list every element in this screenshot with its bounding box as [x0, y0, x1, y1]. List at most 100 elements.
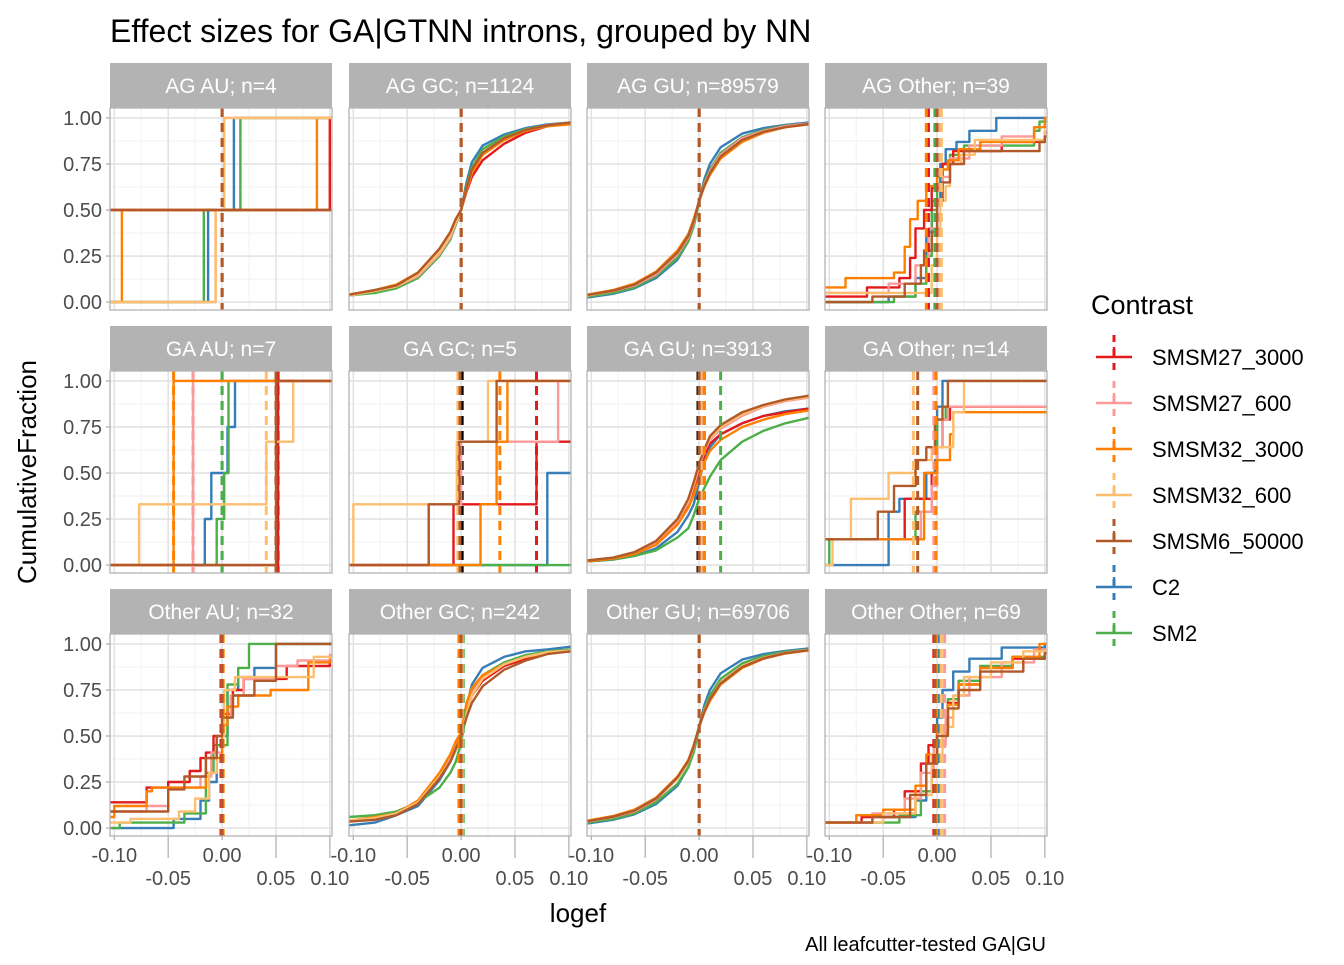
panel-border	[586, 370, 810, 574]
panel-border	[109, 633, 333, 837]
panel-border	[348, 370, 572, 574]
panel-border	[586, 107, 810, 311]
facet-panel: Other GU; n=69706 -0.10 -0.05 0.00 0.05 0.10	[569, 589, 826, 890]
legend-label: SMSM32_3000	[1152, 437, 1304, 462]
y-tick-label: 1.00	[63, 634, 102, 656]
legend-label: SMSM6_50000	[1152, 529, 1304, 554]
facet-strip	[349, 326, 571, 371]
y-tick-label: 0.25	[63, 772, 102, 794]
panel-border	[824, 107, 1048, 311]
panel-series	[825, 108, 1047, 310]
ecdf-line-smsm6-50000	[110, 642, 332, 813]
facet-panel: GA GU; n=3913	[586, 326, 810, 574]
x-tick-label: 0.10	[787, 868, 826, 890]
y-tick-label: 0.75	[63, 154, 102, 176]
facet-strip-label: GA AU; n=7	[166, 338, 276, 361]
x-tick-label: 0.10	[1025, 868, 1064, 890]
y-tick-label: 0.50	[63, 463, 102, 485]
y-tick-label: 1.00	[63, 371, 102, 393]
facet-strip	[110, 326, 332, 371]
x-tick-label: -0.10	[331, 845, 377, 867]
chart-title: Effect sizes for GA|GTNN introns, groupe…	[110, 13, 811, 49]
facet-strip-label: Other GC; n=242	[380, 601, 541, 624]
facet-strip	[587, 326, 809, 371]
legend-label: C2	[1152, 575, 1180, 600]
chart-caption: All leafcutter-tested GA|GU	[805, 934, 1046, 956]
ecdf-line-sm2	[110, 379, 332, 567]
ecdf-line-smsm6-50000	[349, 650, 571, 823]
ecdf-line-smsm6-50000	[349, 121, 571, 296]
facet-strip	[349, 589, 571, 634]
panel-series	[825, 371, 1047, 573]
facet-panel: AG GU; n=89579	[586, 63, 810, 311]
y-tick-label: 0.50	[63, 200, 102, 222]
x-tick-label: 0.05	[495, 868, 534, 890]
x-tick-label: 0.00	[680, 845, 719, 867]
panel-series	[825, 634, 1047, 836]
ecdf-line-smsm32-600	[349, 379, 571, 567]
facet-strip	[825, 63, 1047, 108]
x-tick-label: -0.05	[384, 868, 430, 890]
ecdf-line-smsm6-50000	[110, 208, 332, 212]
y-tick-label: 0.25	[63, 246, 102, 268]
facet-strip-label: AG AU; n=4	[165, 75, 277, 98]
panel-series	[349, 634, 571, 836]
x-axis-title: logef	[550, 898, 607, 928]
panel-series	[349, 371, 571, 573]
legend-item: SMSM27_3000	[1096, 335, 1304, 377]
facet-strip-label: Other Other; n=69	[851, 601, 1021, 624]
facet-strip	[110, 589, 332, 634]
panel-border	[824, 370, 1048, 574]
facet-panel: Other GC; n=242 -0.10 -0.05 0.00 0.05 0.10	[331, 589, 588, 890]
facet-strip-label: GA GC; n=5	[403, 338, 517, 361]
legend-label: SM2	[1152, 621, 1197, 646]
facet-strip	[110, 63, 332, 108]
facet-panel: GA AU; n=7 0.00 0.25 0.50 0.75 1.00	[63, 326, 333, 577]
panel-border	[586, 633, 810, 837]
y-tick-label: 0.00	[63, 818, 102, 840]
ecdf-line-smsm32-600	[110, 655, 332, 824]
facet-strip	[825, 589, 1047, 634]
facet-strip-label: AG GC; n=1124	[386, 75, 535, 98]
facet-strip-label: AG GU; n=89579	[617, 75, 779, 98]
legend-title: Contrast	[1091, 290, 1194, 320]
legend-item: SMSM32_3000	[1096, 427, 1304, 469]
legend-label: SMSM27_3000	[1152, 345, 1304, 370]
legend-label: SMSM32_600	[1152, 483, 1291, 508]
panel-series	[587, 108, 809, 310]
panel-series	[110, 108, 332, 310]
facet-strip-label: AG Other; n=39	[862, 75, 1010, 98]
panel-border	[109, 107, 333, 311]
facet-panel: AG Other; n=39	[824, 63, 1048, 311]
x-tick-label: 0.05	[733, 868, 772, 890]
x-tick-label: -0.10	[569, 845, 615, 867]
panel-series	[587, 634, 809, 836]
panel-border	[824, 633, 1048, 837]
x-tick-label: -0.05	[145, 868, 191, 890]
facet-panel: Other AU; n=32 0.00 0.25 0.50 0.75 1.00 -0.10-…	[63, 589, 349, 890]
facet-panel: AG AU; n=4 0.00 0.25 0.50 0.75 1.00	[63, 63, 333, 314]
facet-strip-label: Other GU; n=69706	[606, 601, 790, 624]
x-tick-label: 0.00	[442, 845, 481, 867]
legend-item: SMSM32_600	[1096, 473, 1291, 515]
legend-item: SMSM27_600	[1096, 381, 1291, 423]
facet-panel: AG GC; n=1124	[348, 63, 572, 311]
facet-strip	[587, 63, 809, 108]
ecdf-line-smsm6-50000	[110, 379, 332, 567]
panel-series	[587, 371, 809, 573]
facet-panels: AG AU; n=4 0.00 0.25 0.50 0.75 1.00 AG GC; n=1…	[63, 63, 1064, 890]
x-tick-label: -0.05	[860, 868, 906, 890]
x-tick-label: 0.00	[918, 845, 957, 867]
y-tick-label: 0.00	[63, 555, 102, 577]
x-tick-label: 0.10	[549, 868, 588, 890]
x-tick-label: -0.05	[622, 868, 668, 890]
x-tick-label: 0.05	[256, 868, 295, 890]
ecdf-line-c2	[110, 379, 332, 567]
legend-item: SM2	[1096, 611, 1197, 653]
x-tick-label: -0.10	[807, 845, 853, 867]
facet-panel: GA GC; n=5	[348, 326, 572, 574]
x-tick-label: 0.05	[971, 868, 1010, 890]
y-tick-label: 0.25	[63, 509, 102, 531]
facet-strip-label: GA GU; n=3913	[624, 338, 773, 361]
y-tick-label: 0.75	[63, 680, 102, 702]
